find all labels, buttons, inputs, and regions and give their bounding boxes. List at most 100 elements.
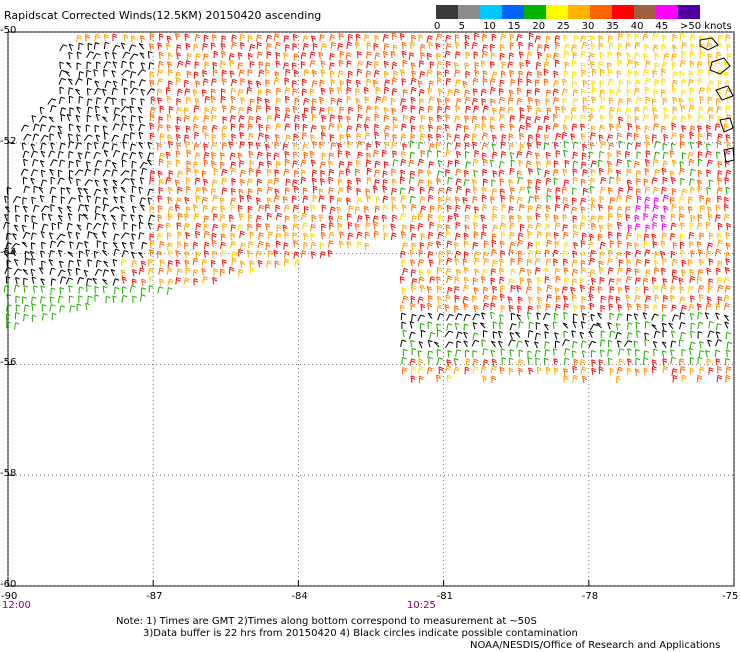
wind-barb [419,270,423,277]
wind-barb [599,267,603,274]
wind-barb [25,258,30,265]
wind-barb [518,251,522,258]
wind-barb [57,241,64,247]
wind-barb [547,36,551,43]
wind-barb [707,243,713,250]
wind-barb [610,313,614,320]
wind-barb [85,169,91,176]
wind-barb [672,116,678,123]
wind-barb [84,241,88,248]
wind-barb [168,250,172,257]
wind-barb [698,322,703,329]
wind-barb [653,108,657,115]
wind-barb [655,53,659,60]
wind-barb [70,306,75,313]
wind-barb [636,189,640,196]
wind-barb [499,322,503,329]
wind-barb [122,70,131,75]
wind-barb [222,169,228,176]
wind-barb [193,205,197,212]
wind-barb [78,153,82,160]
wind-barb [175,205,179,212]
wind-barb [140,295,145,302]
wind-barb [628,323,633,330]
wind-barb [69,177,73,184]
wind-barb [320,242,324,249]
wind-barb [726,332,731,339]
wind-barb [427,367,432,374]
wind-barb [664,134,668,141]
wind-barb [682,153,686,160]
wind-barb [517,341,523,348]
wind-barb [464,324,468,331]
wind-barb [185,89,190,96]
wind-barb [142,168,147,175]
wind-barb [58,170,62,177]
wind-barb [580,285,584,292]
wind-barb [501,71,505,78]
wind-barb [77,304,81,311]
wind-barb [446,295,450,302]
wind-barb [671,197,675,204]
wind-barb [454,367,459,374]
lat-tick-label: -52 [0,136,16,147]
wind-barb [672,369,677,376]
wind-barb [609,98,613,105]
wind-barb [412,216,417,223]
wind-barb [50,241,55,248]
wind-barb [556,276,560,283]
wind-barb [304,108,309,115]
wind-barb [673,97,677,104]
wind-barb [24,159,28,166]
wind-barb [564,232,569,239]
wind-barb [600,151,604,158]
wind-barb [41,286,45,293]
wind-barb [14,269,22,275]
wind-barb [617,367,622,374]
wind-barb [646,141,650,148]
wind-barb [573,161,578,168]
wind-barb [662,323,666,330]
wind-barb [635,250,641,257]
wind-barb [429,125,433,132]
wind-barb [184,223,189,230]
wind-barb [49,233,53,240]
wind-barb [319,52,323,59]
wind-barb [185,80,189,87]
wind-barb [122,116,126,123]
wind-barb [697,304,701,311]
wind-barb [24,286,28,293]
wind-barb [138,252,143,257]
wind-barb [148,51,152,58]
wind-barb [168,214,172,221]
wind-barb [482,143,487,150]
wind-barb [628,187,633,194]
wind-barb [382,97,388,104]
wind-barb [50,187,56,194]
wind-barb [465,367,469,374]
wind-barb [520,133,524,140]
wind-barb [464,285,469,292]
wind-barb [79,43,84,50]
wind-barb [385,80,391,87]
wind-barb [51,143,55,150]
wind-barb [428,106,433,113]
wind-barb [680,60,685,67]
wind-barb [229,142,233,149]
wind-barb [662,35,666,42]
lat-tick-label: -54 [0,247,16,258]
wind-barb [294,241,298,248]
wind-barb [330,207,335,214]
wind-barb [716,205,720,212]
wind-barb [59,70,65,77]
wind-barb [492,72,497,79]
wind-barb [671,350,675,357]
wind-barb [455,35,459,42]
wind-barb [418,367,423,374]
wind-barb [707,133,711,140]
wind-barb [672,88,676,95]
wind-barb [653,123,659,130]
wind-barb [58,132,62,138]
wind-barb [60,306,65,313]
wind-barb [455,106,459,113]
